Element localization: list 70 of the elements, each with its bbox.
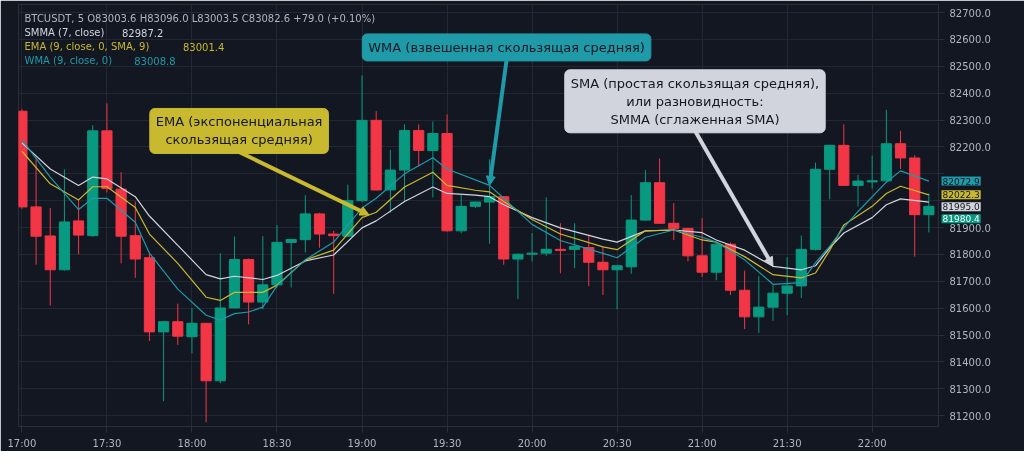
candlestick	[526, 232, 538, 262]
candlestick	[824, 144, 836, 200]
x-tick-label: 17:30	[92, 437, 122, 449]
y-tick-label: 81200.0	[949, 410, 991, 422]
x-tick-label: 20:00	[517, 437, 547, 449]
y-tick-label: 81400.0	[949, 356, 991, 368]
candlestick	[129, 201, 141, 279]
y-tick-label: 81500.0	[949, 330, 991, 342]
annotation: 83008.8	[134, 55, 176, 67]
candlestick	[894, 130, 907, 170]
candlestick	[781, 256, 793, 316]
y-tick-label: 82600.0	[949, 34, 991, 46]
candlestick	[313, 212, 326, 249]
annotation: EMA (экспоненциальная скользящая средняя)	[155, 114, 323, 148]
candlestick	[257, 235, 269, 310]
annotation: SMA (простая скользящая средняя), или разновидность: SMMA (сглаженная SMA)	[570, 75, 820, 127]
y-tick-label: 82500.0	[949, 61, 991, 73]
line-series	[21, 150, 930, 302]
x-tick-label: 18:30	[262, 437, 292, 449]
candlestick	[384, 149, 396, 214]
candlestick	[186, 307, 198, 354]
candlestick	[512, 253, 524, 300]
candlestick	[568, 222, 581, 269]
x-tick-label: 20:30	[602, 437, 632, 449]
annotation: 83001.4	[183, 41, 225, 53]
x-tick-label: 22:00	[857, 437, 887, 449]
candlestick	[767, 284, 779, 322]
y-tick-label: 82300.0	[949, 115, 991, 127]
annotation: 82022.3	[942, 190, 980, 201]
y-tick-label: 82400.0	[949, 88, 991, 100]
candlestick	[328, 230, 340, 295]
annotation: 82072.9	[942, 176, 980, 187]
annotation: 81995.0	[942, 202, 980, 213]
x-tick-label: 19:00	[347, 437, 377, 449]
text: EMA (9, close, 0, SMA, 9)	[24, 41, 150, 52]
candlestick	[923, 192, 935, 233]
candlestick	[413, 123, 425, 168]
x-tick-label: 21:30	[772, 437, 802, 449]
candlestick	[597, 245, 609, 296]
y-tick-label: 81800.0	[949, 249, 991, 261]
candlestick	[668, 202, 680, 241]
x-tick-label: 17:00	[7, 437, 37, 449]
candlestick	[753, 275, 765, 334]
candlestick	[427, 120, 439, 198]
candlestick	[583, 234, 595, 287]
y-tick-label: 81600.0	[949, 303, 991, 315]
y-tick-label: 81900.0	[949, 222, 991, 234]
annotation: BTCUSDT, 5 O83003.6 H83096.0 L83003.5 C83082.6 +79.0 (+0.10%)	[24, 13, 376, 24]
x-tick-label: 19:30	[432, 437, 462, 449]
candlestick	[611, 264, 623, 310]
candlestick	[554, 222, 567, 274]
candlestick	[172, 303, 184, 346]
candlestick	[158, 320, 170, 402]
x-tick-label: 18:00	[177, 437, 207, 449]
y-tick-label: 81700.0	[949, 276, 991, 288]
candlestick	[866, 155, 878, 190]
candlestick	[285, 238, 297, 289]
candlestick	[540, 196, 552, 257]
text: WMA (9, close, 0)	[24, 55, 113, 66]
candlestick	[72, 199, 85, 255]
text: SMMA (7, close)	[24, 27, 105, 38]
candlestick	[852, 174, 864, 207]
annotation: 81980.4	[942, 214, 980, 225]
annotation: WMA (взвешенная скользящая средняя)	[368, 39, 645, 55]
y-tick-label: 82200.0	[949, 141, 991, 153]
y-tick-label: 81300.0	[949, 383, 991, 395]
x-tick-label: 21:00	[687, 437, 717, 449]
candlestick	[696, 217, 708, 278]
y-tick-label: 82700.0	[949, 7, 991, 19]
annotation: 82987.2	[122, 27, 164, 39]
